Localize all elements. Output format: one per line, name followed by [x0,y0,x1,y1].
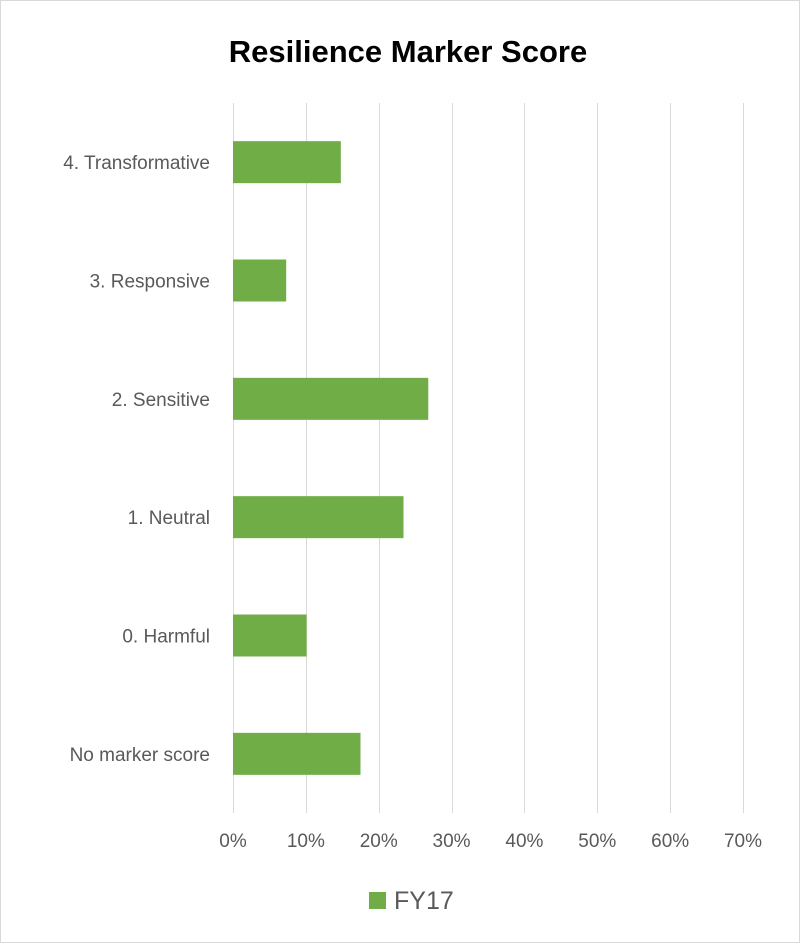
category-labels: 4. Transformative 3. Responsive 2. Sensiti… [63,153,210,766]
bar-no-marker-score [233,732,361,775]
category-label-no-marker-score: No marker score [70,745,210,766]
x-tick-label-20: 20% [360,831,398,852]
x-tick-label-40: 40% [505,831,543,852]
x-tick-label-50: 50% [578,831,616,852]
legend-label-fy17: FY17 [394,887,454,915]
category-label-0-harmful: 0. Harmful [122,627,210,648]
category-label-4-transformative: 4. Transformative [63,153,210,174]
legend-swatch-fy17 [369,892,386,909]
chart-title: Resilience Marker Score [229,34,587,69]
x-tick-label-60: 60% [651,831,689,852]
x-tick-label-30: 30% [433,831,471,852]
bar-4-transformative [233,141,341,184]
bar-layer [233,141,429,775]
legend: FY17 [369,887,454,915]
x-tick-label-10: 10% [287,831,325,852]
bar-2-sensitive [233,377,429,420]
bar-0-harmful [233,614,307,657]
category-label-2-sensitive: 2. Sensitive [112,390,210,411]
category-label-1-neutral: 1. Neutral [128,508,210,529]
bar-3-responsive [233,259,287,302]
bar-1-neutral [233,496,404,539]
x-tick-labels: 0% 10% 20% 30% 40% 50% 60% 70% [219,831,762,852]
grid-layer [233,103,744,813]
x-tick-label-0: 0% [219,831,247,852]
category-label-3-responsive: 3. Responsive [90,272,210,293]
x-tick-label-70: 70% [724,831,762,852]
